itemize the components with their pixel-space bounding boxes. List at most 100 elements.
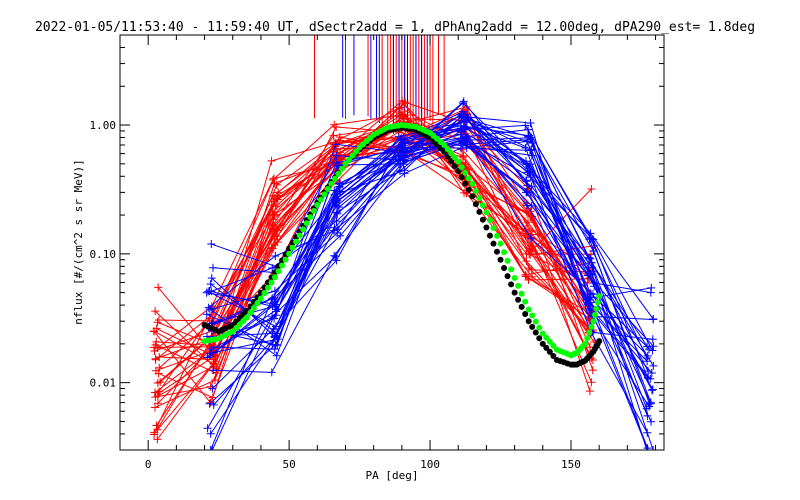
red-point-marker <box>271 225 280 234</box>
fit-point <box>543 334 550 341</box>
blue-point-marker <box>209 400 218 409</box>
blue-point-marker <box>336 231 345 240</box>
blue-point-marker <box>395 167 404 176</box>
blue-point-marker <box>272 351 281 360</box>
x-tick-label: 150 <box>561 458 581 471</box>
blue-point-marker <box>521 121 530 130</box>
blue-point-marker <box>272 311 281 320</box>
blue-point-marker <box>206 446 215 450</box>
blue-point-marker <box>648 346 657 355</box>
fit-point <box>282 256 289 263</box>
fit-point <box>546 348 553 355</box>
blue-point-marker <box>203 424 212 433</box>
fit-point <box>448 158 455 165</box>
blue-point-marker <box>523 201 532 210</box>
fit-point <box>321 191 328 198</box>
red-point-marker <box>210 376 219 385</box>
blue-point-marker <box>649 315 658 324</box>
blue-point-marker <box>396 134 405 143</box>
red-point-marker <box>150 403 159 412</box>
fit-point <box>584 335 591 342</box>
axes: 0 50 100 150 0.01 0.10 1.00 <box>90 34 664 471</box>
blue-point-marker <box>207 240 216 249</box>
red-point-marker <box>395 112 404 121</box>
blue-point-marker <box>333 225 342 234</box>
fit-point <box>529 312 536 319</box>
fit-point <box>286 250 293 257</box>
fit-curve-green <box>201 122 603 359</box>
x-tick-label: 50 <box>282 458 295 471</box>
blue-point-marker <box>524 132 533 141</box>
fit-point <box>546 338 553 345</box>
blue-point-marker <box>206 429 215 438</box>
blue-point-marker <box>524 125 533 134</box>
red-point-marker <box>521 272 530 281</box>
fit-point <box>486 232 493 239</box>
red-point-marker <box>522 257 531 266</box>
red-point-marker <box>151 388 160 397</box>
fit-point <box>279 262 286 269</box>
fit-point <box>441 141 448 148</box>
red-point-marker <box>335 132 344 141</box>
fit-point <box>529 323 536 330</box>
red-point-marker <box>401 98 410 107</box>
red-point-marker <box>335 148 344 157</box>
fit-point <box>515 296 522 303</box>
red-point-marker <box>585 387 594 396</box>
fit-point <box>469 193 476 200</box>
blue-point-marker <box>588 270 597 279</box>
blue-point-marker <box>332 256 341 265</box>
red-point-marker <box>587 185 596 194</box>
red-point-marker <box>211 357 220 366</box>
red-point-marker <box>268 175 277 184</box>
red-point-marker <box>152 421 161 430</box>
fit-point <box>591 311 598 318</box>
fit-point <box>525 306 532 313</box>
fit-point <box>250 305 257 312</box>
blue-point-marker <box>522 188 531 197</box>
fit-point <box>588 323 595 330</box>
blue-point-marker <box>208 384 217 393</box>
fit-point <box>469 180 476 187</box>
fit-point <box>458 164 465 171</box>
fit-point <box>342 160 349 167</box>
fit-point <box>353 148 360 155</box>
fit-point <box>254 300 261 307</box>
blue-point-marker <box>588 290 597 299</box>
blue-point-marker <box>643 444 652 450</box>
blue-point-marker <box>208 446 217 450</box>
red-point-marker <box>525 264 534 273</box>
fit-point <box>324 186 331 193</box>
blue-point-marker <box>334 161 343 170</box>
fit-point <box>476 195 483 202</box>
blue-point-marker <box>399 146 408 155</box>
blue-point-marker <box>204 303 213 312</box>
blue-point-marker <box>332 151 341 160</box>
fit-point <box>543 344 550 351</box>
fit-point <box>501 249 508 256</box>
fit-point <box>511 274 518 281</box>
red-point-marker <box>269 211 278 220</box>
fit-point <box>272 274 279 281</box>
red-point-marker <box>460 188 469 197</box>
red-point-marker <box>151 366 160 375</box>
y-axis-label: nflux [#/(cm^2 s sr MeV)] <box>72 159 85 325</box>
blue-point-marker <box>267 368 276 377</box>
blue-point-marker <box>643 351 652 360</box>
fit-point <box>508 266 515 273</box>
red-point-marker <box>332 122 341 131</box>
blue-point-marker <box>586 233 595 242</box>
fit-point <box>257 295 264 302</box>
red-point-marker <box>151 340 160 349</box>
blue-point-marker <box>459 97 468 106</box>
fit-point <box>590 318 597 325</box>
red-point-marker <box>395 103 404 112</box>
fit-point <box>331 175 338 182</box>
red-point-marker <box>154 283 163 292</box>
fit-point <box>296 232 303 239</box>
blue-point-marker <box>335 183 344 192</box>
y-tick-label: 1.00 <box>90 119 117 132</box>
fit-point <box>472 187 479 194</box>
fit-point <box>490 224 497 231</box>
fit-point <box>349 152 356 159</box>
